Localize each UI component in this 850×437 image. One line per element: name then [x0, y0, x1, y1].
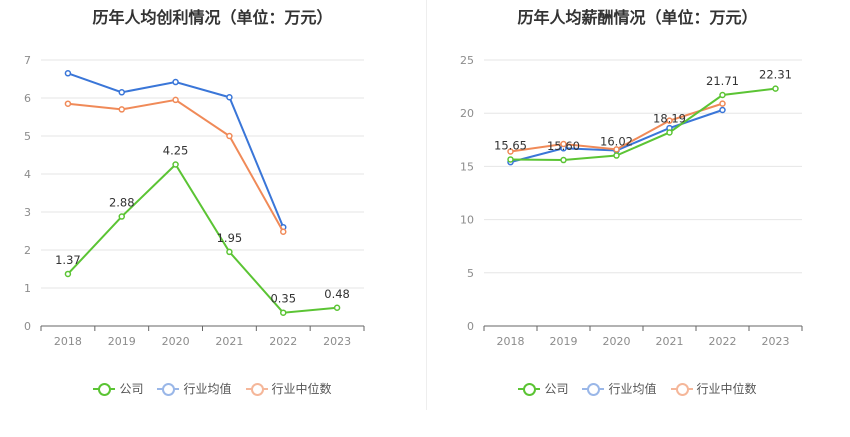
data-point-industry-median — [64, 100, 72, 107]
data-point-industry-avg — [172, 78, 179, 86]
legend-line-icon — [157, 382, 180, 396]
x-tick-label: 2022 — [269, 335, 297, 348]
data-point-company — [560, 156, 567, 164]
legend-label: 行业均值 — [183, 382, 232, 396]
data-point-industry-median — [172, 96, 179, 104]
y-tick-label: 6 — [24, 92, 31, 105]
legend-company[interactable]: 公司 — [518, 380, 568, 397]
data-point-industry-median — [226, 132, 233, 140]
profit-chart-svg: 0 1 2 3 4 5 6 7 2018 2019 2020 2021 2022 2023 1.37 2.88… — [24, 54, 365, 348]
y-tick-label: 0 — [24, 320, 31, 333]
data-label: 15.60 — [547, 139, 580, 153]
legend-industry-avg[interactable]: 行业均值 — [157, 380, 232, 397]
legend-label: 行业均值 — [608, 382, 657, 396]
data-point-company — [333, 304, 341, 312]
y-tick-label: 10 — [460, 214, 474, 227]
data-label: 15.65 — [494, 138, 527, 152]
data-label: 1.37 — [55, 253, 81, 267]
y-tick-label: 0 — [467, 320, 474, 333]
data-point-company — [118, 213, 125, 220]
y-tick-label: 20 — [460, 107, 474, 120]
data-label: 1.95 — [217, 231, 243, 245]
data-point-industry-median — [507, 148, 514, 155]
data-label: 18.19 — [653, 111, 686, 125]
data-label: 0.48 — [324, 287, 350, 301]
x-tick-label: 2019 — [108, 335, 136, 348]
panel-divider — [426, 0, 427, 410]
x-tick-label: 2023 — [762, 335, 790, 348]
data-point-industry-avg — [226, 93, 233, 101]
x-tick-label: 2020 — [603, 335, 631, 348]
y-tick-label: 3 — [24, 206, 31, 219]
data-label: 4.25 — [163, 144, 189, 158]
data-point-company — [64, 270, 72, 278]
legend-industry-avg[interactable]: 行业均值 — [582, 380, 657, 397]
y-tick-label: 1 — [24, 282, 31, 295]
legend-industry-median[interactable]: 行业中位数 — [245, 380, 332, 397]
data-label: 2.88 — [109, 196, 135, 210]
y-tick-label: 5 — [467, 267, 474, 280]
data-label: 0.35 — [270, 292, 296, 306]
x-tick-label: 2022 — [709, 335, 737, 348]
legend-line-icon — [93, 382, 116, 396]
legend-line-icon — [518, 382, 541, 396]
data-point-company — [772, 85, 779, 92]
data-label: 22.31 — [759, 68, 792, 82]
data-point-industry-median — [280, 228, 287, 236]
series-line-company — [510, 87, 776, 162]
legend-line-icon — [245, 382, 268, 396]
y-tick-label: 7 — [24, 54, 31, 67]
data-label: 21.71 — [706, 74, 739, 88]
x-tick-label: 2018 — [54, 335, 82, 348]
legend-company[interactable]: 公司 — [93, 380, 143, 397]
data-point-company — [172, 161, 179, 168]
legend-line-icon — [670, 382, 693, 396]
legend-label: 行业中位数 — [696, 382, 757, 396]
x-tick-label: 2019 — [550, 335, 578, 348]
legend-label: 行业中位数 — [271, 382, 332, 396]
series-line-company — [67, 162, 338, 314]
x-tick-label: 2021 — [656, 335, 684, 348]
x-tick-label: 2021 — [215, 335, 243, 348]
chart-legend: 公司 行业均值 行业中位数 — [0, 380, 425, 397]
data-point-industry-median — [613, 146, 620, 153]
salary-chart-svg: 0 5 10 15 20 25 2018 2019 2020 2021 2022 2023 15.65 1… — [460, 54, 803, 348]
data-point-company — [507, 156, 514, 163]
legend-line-icon — [582, 382, 605, 396]
data-point-industry-avg — [118, 89, 125, 96]
data-point-industry-median — [719, 100, 726, 107]
chart-legend: 公司 行业均值 行业中位数 — [425, 380, 850, 397]
data-point-industry-avg — [719, 106, 726, 114]
y-tick-label: 4 — [24, 168, 31, 181]
legend-label: 公司 — [544, 382, 569, 396]
x-tick-label: 2020 — [162, 335, 190, 348]
x-tick-label: 2023 — [323, 335, 351, 348]
data-label: 16.02 — [600, 135, 633, 149]
data-point-company — [666, 129, 673, 136]
profit-chart-panel: 历年人均创利情况（单位：万元） 0 1 2 3 4 5 6 7 2018 2019 2020 2021… — [0, 8, 425, 397]
data-point-company — [226, 248, 233, 256]
data-point-industry-avg — [64, 70, 72, 77]
data-point-company — [280, 309, 287, 316]
y-tick-label: 25 — [460, 54, 474, 67]
chart-title: 历年人均创利情况（单位：万元） — [92, 8, 333, 27]
legend-industry-median[interactable]: 行业中位数 — [670, 380, 757, 397]
chart-title: 历年人均薪酬情况（单位：万元） — [517, 8, 758, 27]
x-tick-label: 2018 — [497, 335, 525, 348]
legend-label: 公司 — [119, 382, 144, 396]
salary-chart-panel: 历年人均薪酬情况（单位：万元） 0 5 10 15 20 25 2018 2019 2020 20… — [425, 0, 850, 437]
data-point-industry-median — [560, 140, 567, 148]
y-tick-label: 2 — [24, 244, 31, 257]
data-point-industry-median — [118, 106, 125, 113]
y-tick-label: 15 — [460, 160, 474, 173]
data-point-company — [719, 91, 726, 99]
data-point-industry-median — [666, 117, 673, 124]
y-tick-label: 5 — [24, 130, 31, 143]
data-point-company — [613, 152, 620, 159]
